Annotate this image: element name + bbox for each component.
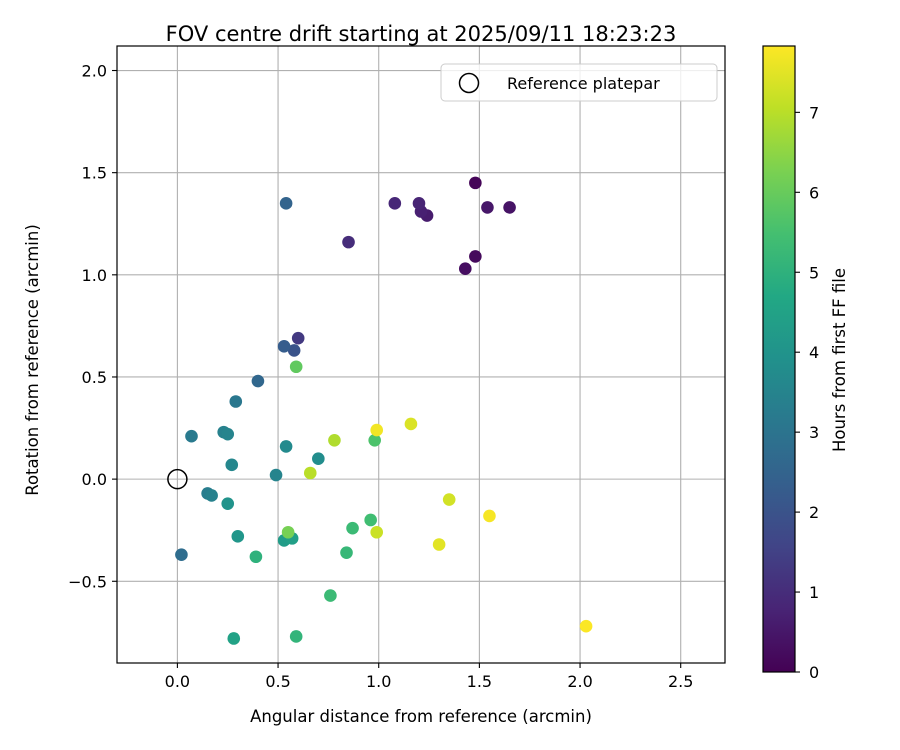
data-point (388, 197, 402, 210)
data-point (281, 525, 295, 539)
data-point (340, 546, 353, 559)
data-point (312, 452, 325, 465)
data-point (503, 201, 516, 214)
data-point (175, 548, 188, 562)
y-tick-label: 2.0 (82, 62, 107, 81)
data-point (579, 619, 593, 633)
data-point (412, 197, 426, 210)
data-point (291, 331, 305, 345)
colorbar-tick-label: 3 (809, 423, 819, 442)
colorbar-tick-label: 2 (809, 503, 819, 522)
data-point (269, 468, 283, 482)
data-point (469, 176, 482, 190)
x-tick-label: 0.0 (165, 672, 190, 691)
legend-box (440, 63, 718, 102)
reference-platepar-marker (167, 468, 188, 490)
y-axis-label: Rotation from reference (arcmin) (23, 224, 42, 496)
data-point (249, 550, 263, 564)
data-point (342, 235, 355, 249)
chart-title: FOV centre drift starting at 2025/09/11 … (166, 22, 677, 46)
data-point (481, 201, 494, 214)
colorbar-tick-label: 5 (809, 263, 819, 282)
data-point (458, 262, 472, 275)
x-tick-label: 1.0 (366, 672, 391, 691)
colorbar-gradient (763, 46, 795, 672)
data-point (251, 374, 265, 388)
data-point (483, 509, 496, 523)
data-point (287, 344, 301, 357)
colorbar-tick-label: 7 (809, 103, 819, 122)
data-point (346, 521, 359, 535)
data-point (231, 530, 245, 543)
data-point (279, 440, 293, 453)
legend-circle-icon (458, 72, 480, 94)
data-point (225, 458, 239, 472)
plot-frame (116, 45, 726, 664)
x-axis-ticks: 0.0 0.5 1.0 1.5 2.0 2.5 (165, 663, 693, 691)
data-point (469, 250, 482, 263)
data-point (404, 417, 418, 431)
y-tick-label: 1.0 (82, 266, 107, 285)
colorbar-tick-label: 1 (809, 583, 819, 602)
legend-entry-reference: Reference platepar (507, 74, 660, 93)
data-point (289, 630, 303, 643)
data-point (185, 429, 198, 443)
data-point (205, 489, 218, 502)
y-tick-label: 1.5 (82, 164, 107, 183)
y-tick-label: 0.5 (82, 368, 107, 387)
data-point (221, 497, 235, 510)
x-tick-label: 1.5 (467, 672, 492, 691)
data-point (303, 466, 317, 480)
x-axis-label: Angular distance from reference (arcmin) (250, 707, 592, 726)
data-point (277, 340, 291, 353)
colorbar-tick-label: 0 (809, 663, 819, 682)
y-tick-label: 0.0 (82, 470, 107, 489)
data-point (432, 538, 446, 551)
grid (117, 46, 725, 663)
colorbar: 0 1 2 3 4 5 6 7 Hours from first FF file (762, 45, 849, 682)
x-tick-label: 2.5 (668, 672, 693, 691)
y-tick-label: −0.5 (68, 572, 107, 591)
data-point (328, 434, 341, 447)
colorbar-label: Hours from first FF file (830, 268, 849, 452)
data-point (227, 632, 241, 645)
y-axis-ticks: −0.5 0.0 0.5 1.0 1.5 2.0 (68, 62, 117, 591)
data-point (368, 434, 381, 447)
plot-background (117, 46, 725, 663)
data-point (442, 493, 456, 506)
data-point (370, 525, 384, 539)
data-point (221, 427, 235, 441)
x-tick-label: 2.0 (567, 672, 592, 691)
data-point (289, 360, 303, 374)
colorbar-tick-label: 4 (809, 343, 819, 362)
data-point (370, 423, 384, 437)
data-point (279, 197, 293, 210)
colorbar-tick-label: 6 (809, 183, 819, 202)
colorbar-ticks: 0 1 2 3 4 5 6 7 (795, 103, 819, 682)
data-point (229, 395, 243, 408)
colorbar-frame (762, 45, 796, 673)
data-point (324, 589, 337, 602)
data-points (175, 176, 593, 645)
x-tick-label: 0.5 (265, 672, 290, 691)
plot-area: 0.0 0.5 1.0 1.5 2.0 2.5 −0.5 0.0 0.5 1.0 1.5 2.0 R… (68, 45, 726, 691)
legend: Reference platepar (440, 63, 718, 102)
data-point (364, 513, 377, 527)
